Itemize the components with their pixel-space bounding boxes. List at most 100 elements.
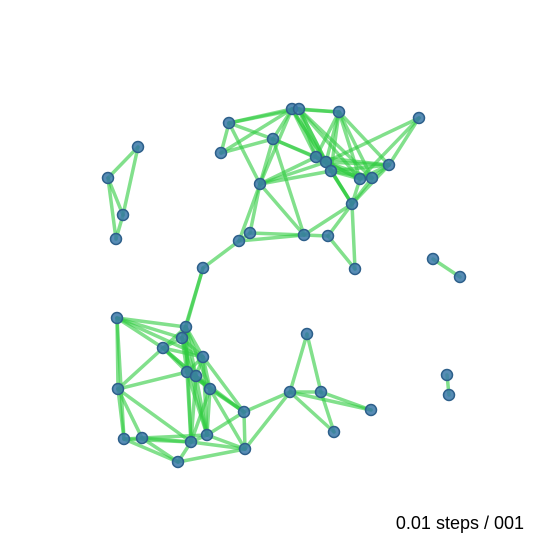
graph-edge <box>302 202 354 237</box>
graph-edge <box>189 440 247 451</box>
graph-node <box>382 158 396 172</box>
graph-edge <box>314 110 341 159</box>
graph-edge <box>176 447 247 464</box>
graph-edge <box>115 316 188 329</box>
graph-edge <box>116 370 189 391</box>
graph-edge <box>350 202 357 271</box>
graph-edge <box>227 121 275 141</box>
graph-edge <box>122 437 180 464</box>
graph-node <box>412 111 426 125</box>
graph-node <box>321 229 335 243</box>
graph-edge <box>189 374 198 444</box>
graph-node <box>135 431 149 445</box>
graph-edge <box>258 182 306 237</box>
graph-edge <box>219 107 294 155</box>
graph-edge <box>189 387 212 444</box>
graph-edge <box>243 390 292 451</box>
graph-node <box>314 385 328 399</box>
graph-nodes <box>101 102 467 469</box>
graph-edge <box>258 137 275 186</box>
graph-edge <box>324 116 421 164</box>
graph-edge <box>106 176 118 241</box>
step-counter-label: 0.01 steps / 001 <box>395 513 524 533</box>
graph-node <box>189 369 203 383</box>
graph-node <box>324 164 338 178</box>
graph-node <box>309 150 323 164</box>
graph-node <box>110 311 124 325</box>
graph-node <box>116 208 130 222</box>
graph-edge <box>116 346 165 391</box>
graph-edge <box>194 374 209 437</box>
graph-edge <box>288 390 373 412</box>
graph-edge <box>140 436 193 444</box>
graph-node <box>131 140 145 154</box>
graph-edge <box>329 163 391 173</box>
graph-edge <box>208 387 246 414</box>
graph-node <box>365 171 379 185</box>
graph-node <box>266 132 280 146</box>
graph-edge <box>121 145 140 217</box>
graph-node <box>440 368 454 382</box>
graph-edge <box>116 387 193 444</box>
graph-node <box>426 252 440 266</box>
graph-edge <box>305 332 323 394</box>
graph-edge <box>258 160 328 186</box>
graph-node <box>345 197 359 211</box>
graph-edge <box>106 145 140 180</box>
graph-node <box>364 403 378 417</box>
graph-node <box>297 228 311 242</box>
graph-node <box>203 382 217 396</box>
graph-edge <box>326 234 357 271</box>
graph-node <box>453 270 467 284</box>
graph-node <box>232 234 246 248</box>
graph-edge <box>161 346 205 359</box>
graph-node <box>109 232 123 246</box>
graph-edge <box>358 116 421 181</box>
graph-edge <box>326 202 354 238</box>
graph-edge <box>201 355 246 414</box>
graph-node <box>117 432 131 446</box>
graph-edge <box>208 387 247 451</box>
graph-edge <box>387 116 421 167</box>
graph-node <box>196 261 210 275</box>
graph-edge <box>201 239 241 270</box>
graph-node <box>442 388 456 402</box>
graph-node <box>184 435 198 449</box>
graph-edge <box>140 436 180 464</box>
graph-edge <box>288 390 336 434</box>
graph-node <box>101 171 115 185</box>
graph-node <box>327 425 341 439</box>
graph-node <box>196 350 210 364</box>
graph-edge <box>116 387 126 441</box>
graph-edge <box>237 182 262 243</box>
graph-edges <box>106 107 462 464</box>
graph-node <box>292 102 306 116</box>
graph-edge <box>205 410 246 437</box>
graph-node <box>348 262 362 276</box>
graph-node <box>237 405 251 419</box>
graph-edge <box>329 169 354 206</box>
graph-edge <box>205 387 212 437</box>
graph-node <box>238 442 252 456</box>
graph-node <box>171 455 185 469</box>
graph-node <box>353 172 367 186</box>
graph-node <box>222 116 236 130</box>
graph-node <box>300 327 314 341</box>
graph-node <box>283 385 297 399</box>
graph-node <box>200 428 214 442</box>
graph-node <box>214 146 228 160</box>
graph-edge <box>219 137 275 155</box>
graph-edge <box>271 137 306 237</box>
graph-node <box>175 331 189 345</box>
graph-node <box>243 226 257 240</box>
graph-node <box>156 341 170 355</box>
graph-edge <box>237 233 306 243</box>
graph-edge <box>297 107 341 114</box>
graph-edge <box>288 332 309 394</box>
graph-edge <box>116 387 144 440</box>
graph-node <box>253 177 267 191</box>
graph-node <box>332 105 346 119</box>
graph-node <box>179 320 193 334</box>
graph-edge <box>227 121 262 186</box>
